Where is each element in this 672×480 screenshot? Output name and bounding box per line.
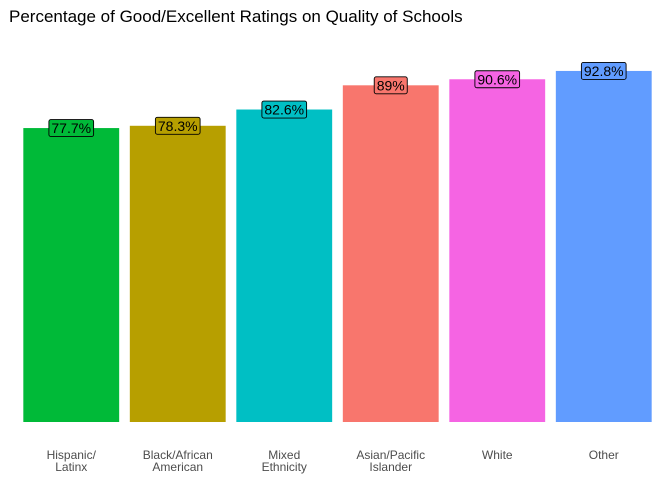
chart-title: Percentage of Good/Excellent Ratings on … xyxy=(9,7,463,26)
x-tick-label-2: Black/African American xyxy=(143,448,213,474)
data-label-1: 77.7% xyxy=(48,119,95,138)
x-tick-label-line: Ethnicity xyxy=(262,460,307,474)
data-label-box-1 xyxy=(48,119,95,138)
bar-4 xyxy=(342,85,439,422)
x-tick-label-line: Islander xyxy=(369,460,412,474)
data-label-3: 82.6% xyxy=(261,100,308,119)
x-tick-label-line: Black/African xyxy=(143,448,213,462)
data-label-text-4: 89% xyxy=(377,77,405,93)
data-label-5: 90.6% xyxy=(474,70,521,89)
x-tick-label-6: Other xyxy=(589,448,619,462)
x-tick-label-3: Mixed Ethnicity xyxy=(262,448,307,474)
bar-1 xyxy=(23,128,120,422)
x-tick-label-line: Other xyxy=(589,448,619,462)
x-tick-label-line: Latinx xyxy=(55,460,87,474)
data-label-text-1: 77.7% xyxy=(51,120,91,136)
data-label-box-2 xyxy=(154,116,201,135)
data-label-4: 89% xyxy=(373,76,408,95)
data-label-box-6 xyxy=(580,61,627,80)
x-tick-label-5: White xyxy=(482,448,513,462)
bar-3 xyxy=(236,109,333,423)
bar-6 xyxy=(555,70,652,422)
x-tick-label-line: White xyxy=(482,448,513,462)
data-label-text-3: 82.6% xyxy=(264,102,304,118)
data-label-text-6: 92.8% xyxy=(584,63,624,79)
x-tick-label-line: American xyxy=(152,460,203,474)
bars-layer xyxy=(23,70,652,423)
data-label-2: 78.3% xyxy=(154,116,201,135)
bar-2 xyxy=(129,125,226,422)
x-tick-label-line: Hispanic/ xyxy=(47,448,97,462)
data-label-box-4 xyxy=(373,76,408,95)
data-label-text-5: 90.6% xyxy=(477,71,517,87)
x-tick-label-line: Asian/Pacific xyxy=(356,448,425,462)
data-labels-layer: 77.7% 78.3% 82.6% 89% 90.6% 92.8% xyxy=(48,61,627,138)
x-tick-label-1: Hispanic/Latinx xyxy=(47,448,97,474)
data-label-6: 92.8% xyxy=(580,61,627,80)
bar-5 xyxy=(449,79,546,422)
x-tick-label-4: Asian/Pacific Islander xyxy=(356,448,425,474)
data-label-box-3 xyxy=(261,100,308,119)
x-tick-label-line: Mixed xyxy=(268,448,300,462)
data-label-text-2: 78.3% xyxy=(158,118,198,134)
data-label-box-5 xyxy=(474,70,521,89)
x-axis-tick-labels: Hispanic/Latinx Black/African American Mixe… xyxy=(47,448,619,474)
